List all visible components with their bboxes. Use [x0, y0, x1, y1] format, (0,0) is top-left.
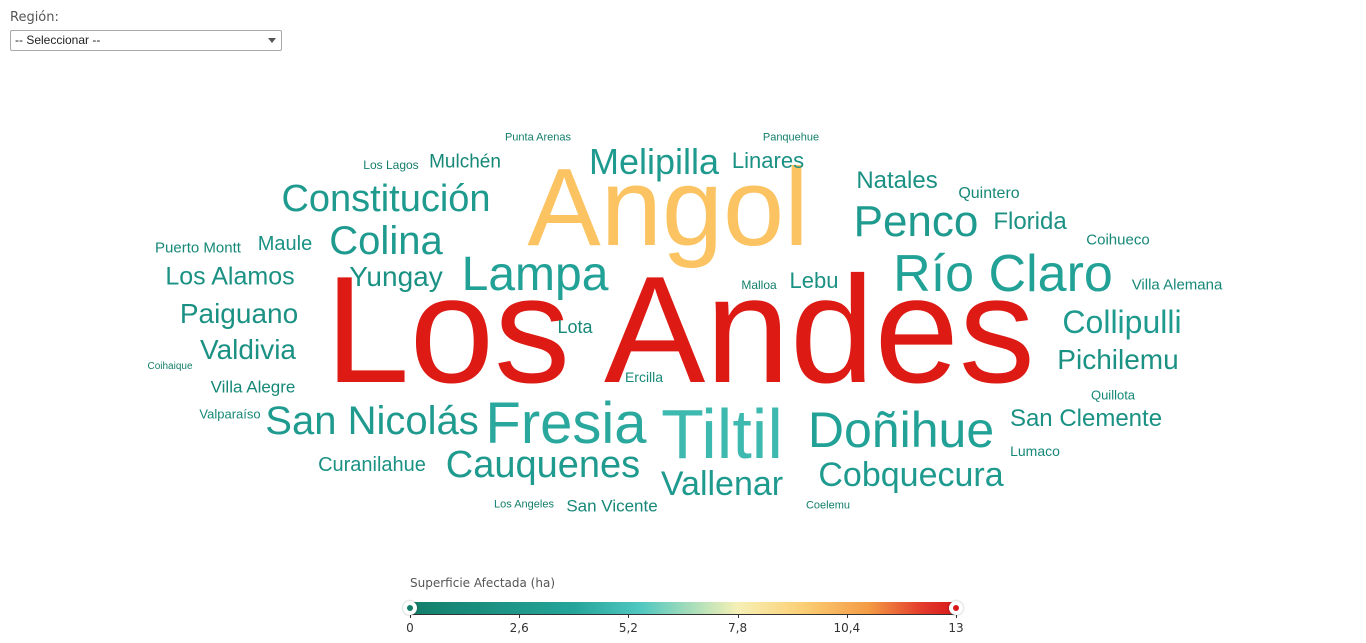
word-do-ihue[interactable]: Doñihue — [807, 402, 995, 458]
word-puerto-montt[interactable]: Puerto Montt — [155, 239, 241, 257]
region-select-value: -- Seleccionar -- — [15, 33, 101, 47]
word-yungay[interactable]: Yungay — [349, 261, 443, 292]
legend-range-handle-max[interactable] — [949, 601, 963, 615]
word-coelemu[interactable]: Coelemu — [805, 499, 851, 512]
word-valpara-so[interactable]: Valparaíso — [199, 406, 261, 422]
legend-tick-mark — [410, 614, 411, 618]
legend-color-scale — [410, 602, 956, 614]
legend-tick-label: 10,4 — [833, 621, 861, 635]
word-ercilla[interactable]: Ercilla — [624, 369, 664, 385]
legend-tick-mark — [956, 614, 957, 618]
word-r-o-claro[interactable]: Río Claro — [893, 245, 1113, 303]
word-melipilla[interactable]: Melipilla — [588, 141, 720, 182]
legend-tick-label: 7,8 — [728, 621, 748, 635]
word-natales[interactable]: Natales — [856, 167, 938, 194]
word-fresia[interactable]: Fresia — [485, 391, 647, 456]
legend-axis-line — [410, 614, 956, 615]
word-cobquecura[interactable]: Cobquecura — [818, 456, 1004, 494]
word-cloud: Los Andes Angol Tiltil Fresia Río Claro Lampa… — [147, 131, 1223, 516]
word-malloa[interactable]: Malloa — [741, 278, 777, 292]
region-select[interactable]: -- Seleccionar -- — [10, 30, 282, 51]
word-florida[interactable]: Florida — [993, 208, 1067, 235]
region-filter-label: Región: — [10, 10, 59, 25]
word-cauquenes[interactable]: Cauquenes — [445, 444, 641, 486]
word-los-andes[interactable]: Los Andes — [325, 245, 1035, 415]
word-lota[interactable]: Lota — [557, 317, 593, 337]
word-panquehue[interactable]: Panquehue — [762, 131, 820, 144]
word-valdivia[interactable]: Valdivia — [200, 334, 296, 365]
word-lumaco[interactable]: Lumaco — [1010, 443, 1060, 459]
word-vallenar[interactable]: Vallenar — [660, 465, 784, 503]
legend-tick-mark — [628, 614, 630, 618]
word-villa-alegre[interactable]: Villa Alegre — [210, 377, 296, 397]
word-coihueco[interactable]: Coihueco — [1086, 231, 1150, 249]
word-san-vicente[interactable]: San Vicente — [566, 496, 658, 516]
word-villa-alemana[interactable]: Villa Alemana — [1131, 276, 1223, 294]
legend-tick-label: 13 — [948, 621, 964, 635]
word-punta-arenas[interactable]: Punta Arenas — [504, 131, 572, 144]
word-constituci-n[interactable]: Constitución — [281, 178, 491, 220]
legend-tick-mark — [737, 614, 739, 618]
word-san-clemente[interactable]: San Clemente — [1009, 405, 1163, 432]
word-san-nicol-s[interactable]: San Nicolás — [265, 399, 479, 443]
chevron-down-icon — [268, 38, 276, 43]
word-colina[interactable]: Colina — [329, 219, 443, 263]
legend-tick-mark — [846, 614, 848, 618]
legend-tick-label: 5,2 — [618, 621, 638, 635]
word-paiguano[interactable]: Paiguano — [179, 298, 299, 329]
word-los-angeles[interactable]: Los Angeles — [494, 498, 554, 511]
legend-tick-label: 0 — [406, 621, 414, 635]
word-coihaique[interactable]: Coihaique — [147, 361, 193, 372]
legend-range-handle-min[interactable] — [403, 601, 417, 615]
word-collipulli[interactable]: Collipulli — [1062, 304, 1182, 340]
word-penco[interactable]: Penco — [853, 197, 979, 246]
word-pichilemu[interactable]: Pichilemu — [1057, 344, 1179, 375]
word-linares[interactable]: Linares — [731, 148, 805, 173]
word-mulch-n[interactable]: Mulchén — [429, 151, 501, 173]
legend-tick-label: 2,6 — [509, 621, 529, 635]
legend-tick-mark — [519, 614, 521, 618]
handle-min-dot — [407, 605, 413, 611]
legend-title: Superficie Afectada (ha) — [410, 576, 555, 590]
word-tiltil[interactable]: Tiltil — [661, 395, 783, 473]
word-los-lagos[interactable]: Los Lagos — [363, 158, 419, 172]
handle-max-dot — [953, 605, 959, 611]
word-angol[interactable]: Angol — [527, 146, 809, 269]
word-maule[interactable]: Maule — [257, 233, 313, 255]
word-curanilahue[interactable]: Curanilahue — [318, 454, 426, 476]
word-lampa[interactable]: Lampa — [461, 248, 609, 301]
word-lebu[interactable]: Lebu — [789, 268, 839, 293]
word-los-alamos[interactable]: Los Alamos — [165, 262, 295, 291]
word-quintero[interactable]: Quintero — [958, 185, 1020, 202]
word-quillota[interactable]: Quillota — [1090, 387, 1136, 403]
